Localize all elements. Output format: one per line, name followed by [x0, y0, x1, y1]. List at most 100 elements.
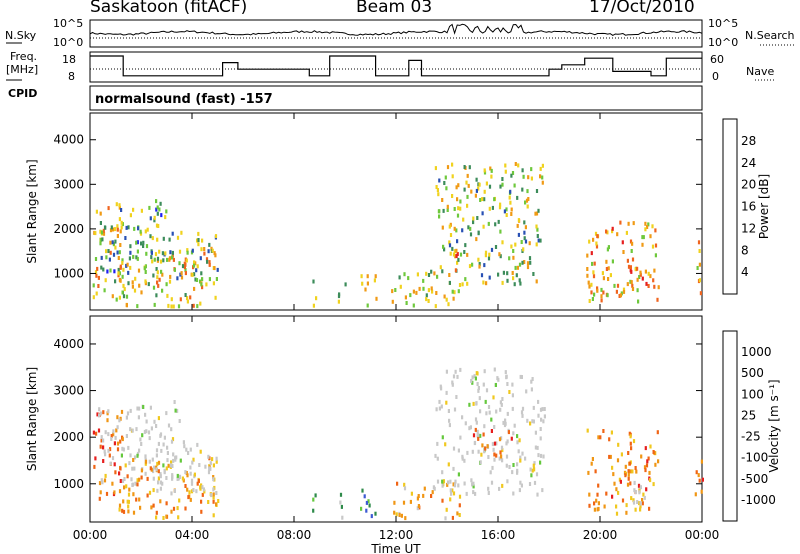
velocity-cell: [445, 400, 448, 405]
power-cell: [657, 285, 660, 290]
power-cell: [133, 288, 137, 293]
power-cell: [625, 230, 628, 235]
velocity-cell: [512, 463, 515, 467]
power-cell: [164, 215, 167, 220]
power-cell: [131, 284, 134, 289]
power-cell: [630, 280, 633, 285]
velocity-cell: [119, 479, 122, 483]
power-cell: [117, 271, 120, 276]
velocity-cell: [431, 490, 434, 495]
power-cell: [124, 236, 127, 240]
velocity-cell: [511, 470, 514, 475]
velocity-cell: [134, 481, 137, 486]
velocity-cell: [652, 482, 655, 487]
velocity-cell: [215, 459, 218, 464]
power-cell: [522, 174, 525, 179]
velocity-cell: [116, 425, 119, 430]
velocity-cell: [212, 499, 215, 504]
power-cell: [490, 247, 494, 252]
velocity-cell: [340, 504, 343, 509]
velocity-cell: [617, 490, 620, 495]
velocity-cell: [159, 480, 162, 485]
velocity-cell: [530, 387, 533, 392]
power-cell: [131, 280, 134, 285]
power-cell: [448, 273, 451, 277]
velocity-cell: [98, 496, 101, 501]
velocity-cell: [185, 447, 188, 452]
power-cell: [656, 297, 659, 302]
power-cell: [487, 221, 490, 226]
power-cell: [465, 180, 468, 185]
velocity-cell: [597, 483, 600, 488]
time-tick-label: 04:00: [175, 528, 210, 542]
power-cell: [115, 297, 118, 302]
velocity-cell: [588, 503, 591, 508]
power-cell: [474, 193, 477, 198]
power-cell: [102, 228, 105, 233]
power-cell: [119, 243, 122, 247]
power-cell: [489, 166, 492, 171]
velocity-cell: [452, 491, 456, 496]
velocity-cell: [156, 488, 159, 493]
velocity-cell: [474, 491, 477, 496]
power-colorbar-label: Power [dB]: [757, 174, 771, 239]
power-cell: [600, 294, 603, 299]
power-cell: [453, 207, 456, 211]
power-cell: [374, 274, 377, 279]
velocity-cell: [96, 412, 99, 417]
velocity-cell: [155, 467, 158, 472]
power-cell: [453, 226, 456, 231]
velocity-cell: [632, 439, 636, 444]
power-cell: [592, 237, 595, 242]
power-cell: [600, 287, 603, 292]
power-cell: [616, 232, 619, 237]
power-cell: [206, 259, 209, 264]
power-cell: [160, 213, 163, 218]
velocity-cell: [173, 489, 176, 493]
velocity-cell: [116, 447, 120, 452]
time-tick-label: 08:00: [277, 528, 312, 542]
power-cell: [160, 269, 163, 274]
power-cell: [114, 227, 117, 232]
power-cell: [631, 241, 634, 246]
power-ytick-label: 4000: [53, 133, 84, 147]
velocity-cell: [110, 437, 113, 441]
velocity-cell: [455, 395, 458, 399]
power-cell: [116, 234, 119, 238]
velocity-cell: [625, 510, 628, 515]
velocity-cell: [445, 507, 448, 512]
velocity-cell: [484, 399, 487, 404]
power-cell: [133, 226, 136, 231]
velocity-cell: [620, 452, 623, 457]
noise-sky-trace: [89, 23, 703, 36]
velocity-cell: [159, 486, 162, 491]
velocity-cell: [456, 374, 459, 379]
velocity-cell: [471, 482, 474, 487]
velocity-cell: [104, 452, 107, 457]
power-cell: [501, 182, 504, 187]
power-cell: [95, 273, 98, 278]
power-cell: [498, 205, 502, 210]
power-cell: [626, 258, 629, 263]
power-cell: [149, 216, 152, 221]
velocity-cell: [461, 415, 464, 420]
velocity-cell: [162, 516, 165, 520]
power-cell: [107, 249, 110, 253]
velocity-cell: [190, 478, 194, 483]
power-cell: [523, 220, 526, 225]
velocity-cell: [532, 405, 535, 410]
power-cell: [596, 288, 599, 293]
velocity-cell: [173, 400, 176, 404]
velocity-cell: [621, 498, 625, 503]
velocity-cell: [639, 485, 642, 490]
velocity-cell: [656, 430, 659, 435]
velocity-cell: [212, 463, 215, 468]
power-cell: [619, 293, 622, 298]
power-cell: [521, 260, 524, 265]
power-cell: [454, 254, 457, 259]
power-cell: [205, 282, 208, 287]
velocity-cell: [367, 499, 370, 504]
power-cell: [119, 278, 122, 283]
power-cell: [137, 268, 141, 273]
velocity-cell: [152, 488, 155, 493]
